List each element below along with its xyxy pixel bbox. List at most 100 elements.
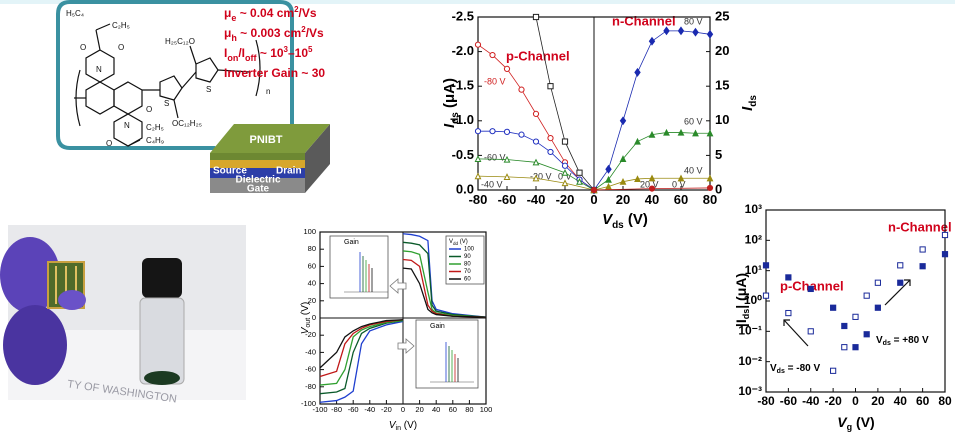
marker [807,328,814,335]
series-line [319,319,404,369]
series-line [402,267,487,318]
y-tick-label: -100 [301,399,316,408]
y-tick-label: 10² [745,233,762,247]
layer-label: Source [213,166,247,177]
marker [874,304,881,311]
marker [648,185,656,192]
x-tick-label: 60 [449,405,457,414]
marker [605,182,612,190]
marker [619,177,627,185]
marker [648,174,656,182]
annotation: Vds = -80 V [770,363,820,376]
y-tick-label: 20 [308,296,316,305]
annotation: n-Channel [612,13,676,28]
marker [503,65,511,73]
inset-title: Gain [430,323,445,330]
marker [762,262,770,269]
series-line [402,233,487,318]
marker [532,138,540,145]
marker [830,367,837,374]
x-tick-label: 60 [916,394,930,408]
x-tick-label: 0 [590,192,597,207]
legend-label: 80 [464,262,471,268]
inset [329,235,389,299]
top-strip [0,0,955,4]
glove [0,237,60,313]
legend [445,235,485,285]
series-line [319,319,404,386]
x-tick-label: -40 [802,394,820,408]
mol-label: C₄H₉ [146,136,164,145]
annotation: Vds = +80 V [876,335,929,348]
structure [74,23,261,147]
marker [663,26,670,36]
series-line [402,250,487,318]
series-line [319,319,404,378]
marker [941,251,949,258]
marker [706,129,714,137]
x-tick-label: -40 [527,192,546,207]
marker [503,155,511,163]
x-tick-label: -80 [757,394,775,408]
y-tick-label: -80 [305,382,316,391]
annotation: 60 V [684,116,703,126]
marker [561,179,569,187]
marker [852,313,859,320]
mol-label: n [266,87,270,96]
annotation: -60 V [484,152,506,162]
property: μe ~ 0.04 cm2/Vs [224,5,317,24]
x-axis-label: Vds (V) [602,211,648,231]
y-axis-label: Ids (μA) [441,78,461,128]
y-tick-label: 10⁰ [744,293,762,307]
inset-title: Gain [344,239,359,246]
x-tick-label: 60 [674,192,688,207]
x-tick-label: 20 [616,192,630,207]
mol-label: OC₁₂H₂₅ [172,119,202,128]
marker [532,158,540,166]
y-tick-label: 60 [308,261,316,270]
x-tick-label: 80 [703,192,717,207]
x-tick-label: 0 [401,405,405,414]
marker [785,274,792,281]
electrodes [210,160,305,168]
x-tick-label: -60 [498,192,517,207]
series-line [477,44,595,191]
legend-title-part: (V) [458,239,468,245]
x-tick-label: 40 [894,394,908,408]
annotation: 80 V [684,16,703,26]
x-tick-label: 80 [938,394,952,408]
mol-label: S [206,85,211,94]
y-axis-label: Vout (V) [300,302,313,335]
x-tick-label: 80 [465,405,473,414]
y2-tick-label: 10 [715,112,729,127]
y2-axis-label: Ids [739,95,759,111]
device-side [305,124,330,193]
marker [576,177,583,185]
marker [561,168,569,176]
marker [489,51,496,59]
marker [547,148,554,156]
y-tick-label: 0 [312,313,316,322]
vial-cap [142,258,182,298]
marker [547,135,554,142]
marker [518,86,525,93]
annotation: -20 V [530,171,552,181]
marker [677,174,685,182]
y-tick-label: 0.0 [456,181,474,196]
mol-label: O [146,105,152,114]
annotation: n-Channel [888,219,952,234]
device-top [210,124,330,153]
y2-tick-label: 5 [715,147,722,162]
annotation: -40 V [481,179,503,189]
photo: TY OF WASHINGTON [0,225,246,406]
marker [706,184,714,192]
marker [785,309,792,317]
film [210,153,305,160]
thumb [58,290,86,310]
marker [503,128,511,135]
marker [474,172,482,180]
annotation: -80 V [484,76,506,86]
marker [634,175,641,183]
y2-tick-label: 15 [715,78,729,93]
marker [706,174,714,182]
